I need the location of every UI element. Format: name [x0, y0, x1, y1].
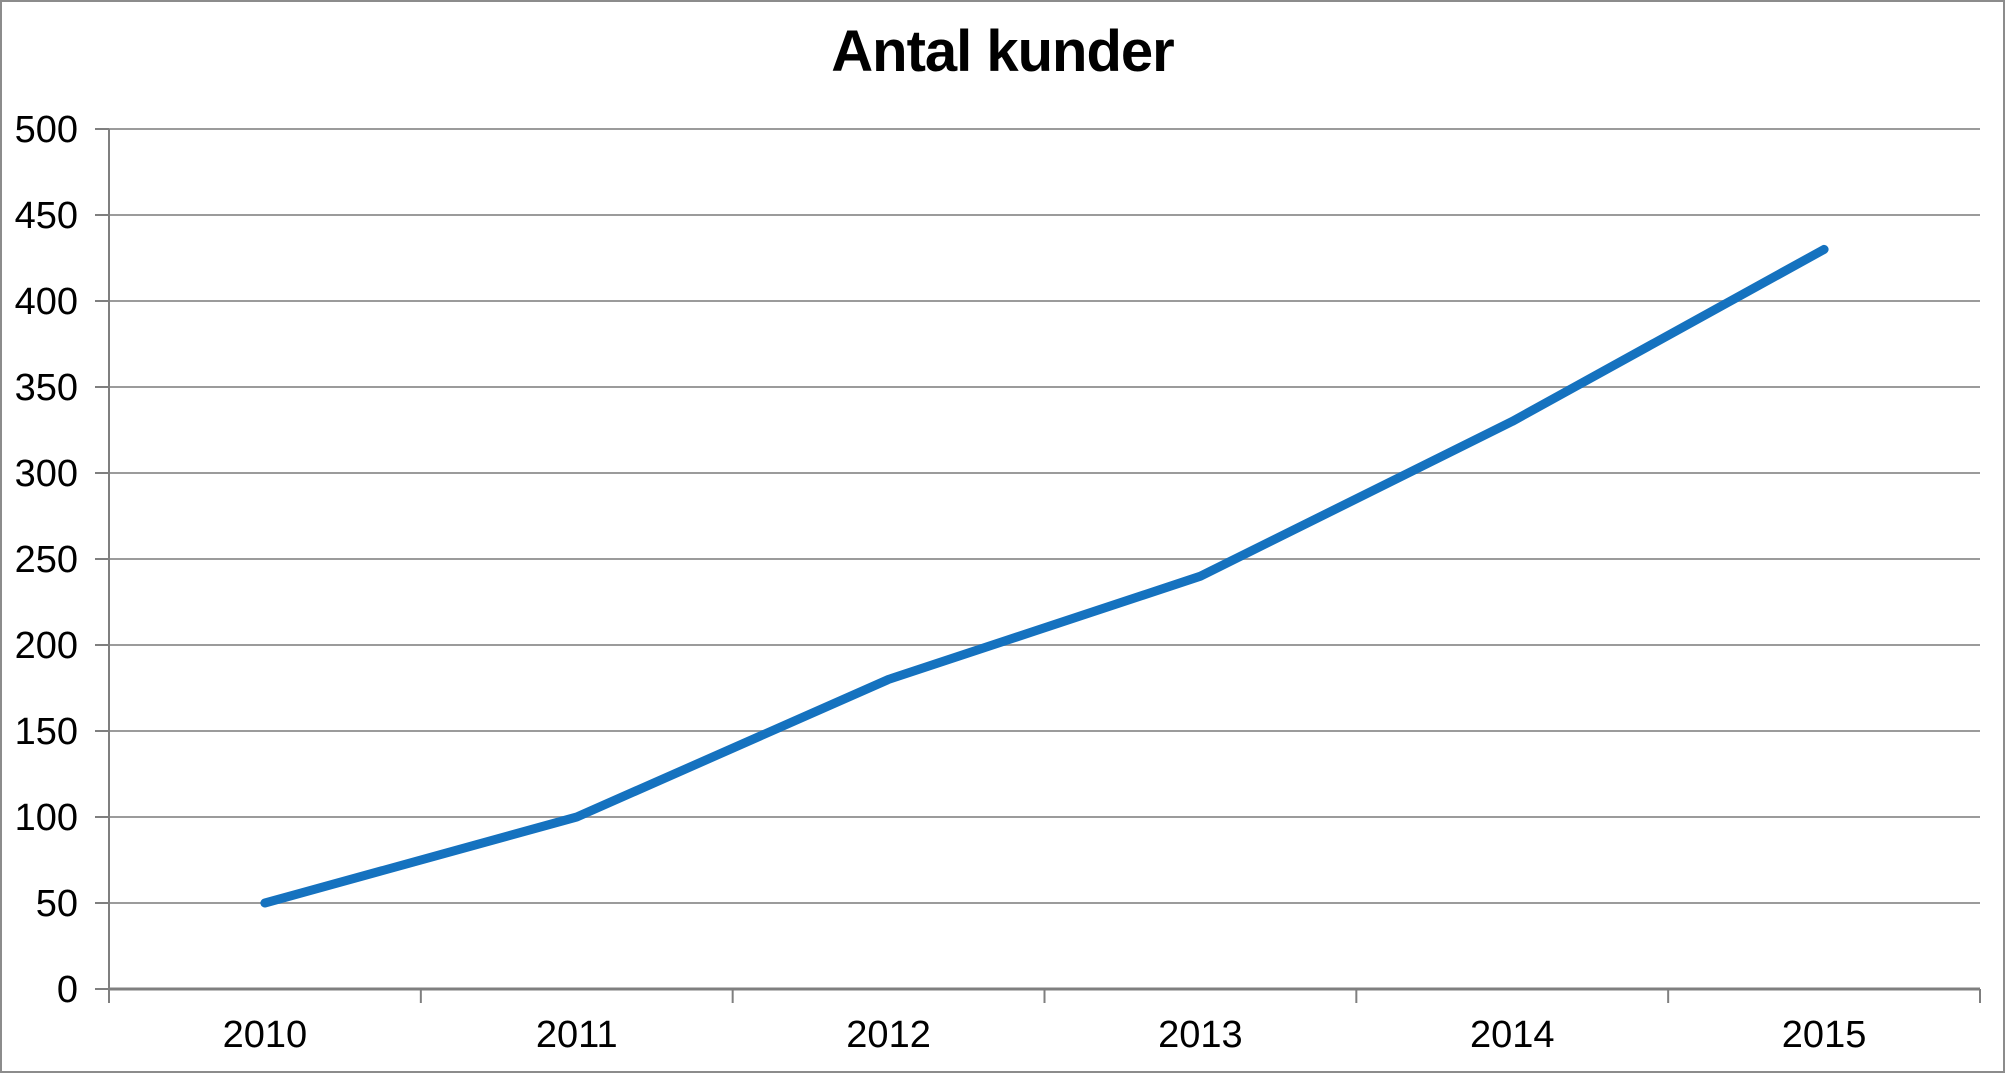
y-axis-labels: 0 50 100 150 200 250 300 350 400 450 500: [15, 109, 78, 1011]
y-axis-label: 400: [15, 281, 78, 323]
y-axis-label: 0: [57, 969, 78, 1011]
y-axis-label: 150: [15, 711, 78, 753]
y-axis-label: 250: [15, 539, 78, 581]
y-axis-label: 100: [15, 797, 78, 839]
data-line: [260, 244, 1829, 908]
x-axis-label: 2010: [223, 1014, 308, 1056]
chart-title: Antal kunder: [831, 19, 1175, 84]
x-axis-label: 2013: [1158, 1014, 1243, 1056]
x-axis-labels: 2010 2011 2012 2013 2014 2015: [223, 1014, 1867, 1056]
gridlines: [109, 128, 1980, 904]
y-axis-label: 300: [15, 453, 78, 495]
y-axis-label: 200: [15, 625, 78, 667]
y-axis-label: 50: [36, 883, 78, 925]
series-lines: [260, 244, 1829, 908]
x-axis-label: 2014: [1470, 1014, 1555, 1056]
y-axis-label: 450: [15, 195, 78, 237]
tick-marks: [95, 128, 1981, 1003]
x-axis-label: 2011: [536, 1014, 618, 1056]
y-axis-label: 500: [15, 109, 78, 151]
x-axis-label: 2015: [1782, 1014, 1867, 1056]
x-axis-label: 2012: [846, 1014, 931, 1056]
y-axis-label: 350: [15, 367, 78, 409]
